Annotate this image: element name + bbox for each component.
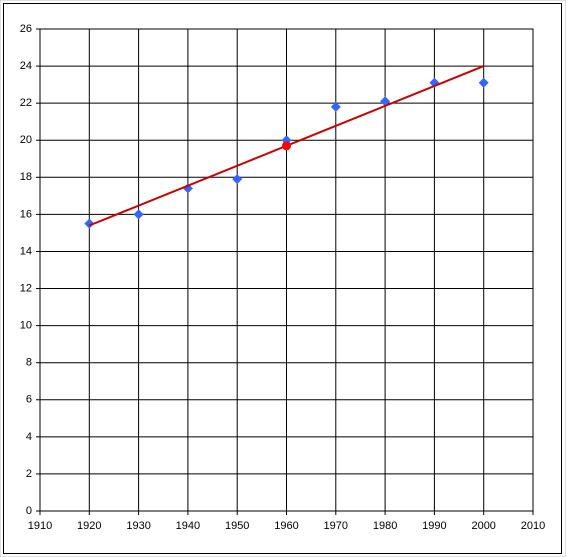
marker — [282, 141, 291, 151]
y-tick-label: 0 — [26, 505, 32, 517]
x-tick-label: 1920 — [77, 520, 101, 532]
x-tick-label: 1980 — [373, 520, 397, 532]
x-tick-label: 1990 — [422, 520, 446, 532]
x-tick-label: 2010 — [521, 520, 545, 532]
x-tick-label: 1950 — [225, 520, 249, 532]
y-tick-label: 24 — [20, 60, 32, 72]
x-tick-label: 2000 — [471, 520, 495, 532]
marker — [133, 209, 144, 220]
y-tick-label: 2 — [26, 468, 32, 480]
y-tick-label: 10 — [20, 320, 32, 332]
y-tick-label: 8 — [26, 357, 32, 369]
x-tick-label: 1970 — [324, 520, 348, 532]
y-tick-label: 12 — [20, 282, 32, 294]
y-tick-label: 6 — [26, 394, 32, 406]
marker — [478, 77, 489, 88]
y-tick-label: 22 — [20, 97, 32, 109]
x-tick-label: 1960 — [274, 520, 298, 532]
x-tick-label: 1910 — [28, 520, 52, 532]
marker — [232, 174, 243, 185]
y-tick-label: 20 — [20, 134, 32, 146]
y-tick-label: 26 — [20, 23, 32, 35]
x-tick-label: 1940 — [176, 520, 200, 532]
y-tick-label: 4 — [26, 431, 32, 443]
marker — [380, 96, 391, 107]
marker — [330, 101, 341, 112]
x-tick-label: 1930 — [126, 520, 150, 532]
y-tick-label: 18 — [20, 171, 32, 183]
y-tick-label: 16 — [20, 208, 32, 220]
marker — [84, 218, 95, 229]
y-tick-label: 14 — [20, 245, 32, 257]
